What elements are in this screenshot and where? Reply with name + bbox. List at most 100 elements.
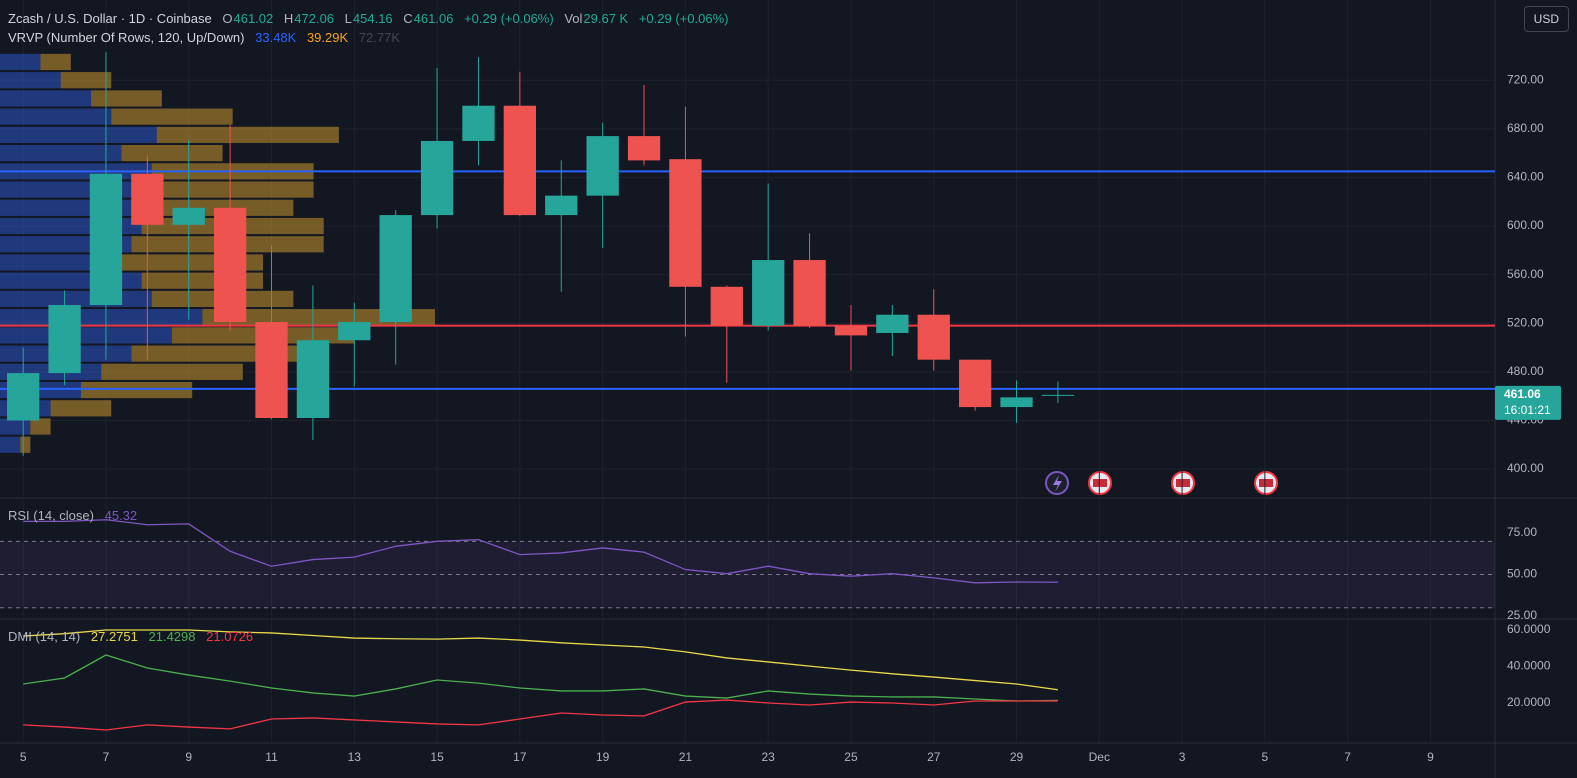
candle-body [296,340,330,419]
currency-button[interactable]: USD [1523,6,1569,32]
y-tick-label: 680.00 [1507,121,1544,135]
profile-up [0,436,21,453]
x-tick-label: 15 [430,750,444,764]
x-tick-label: Dec [1089,750,1110,764]
candle-body [710,286,743,326]
indicator-line [23,654,1058,702]
profile-up [0,327,172,344]
change: +0.29 (+0.06%) [638,11,729,26]
ohlc-label: C [403,11,413,26]
profile-down [30,418,51,435]
candle-body [462,105,495,141]
profile-up [0,53,41,71]
symbol-title[interactable]: Zcash / U.S. Dollar · 1D · Coinbase [8,11,212,26]
candle-body [752,260,785,326]
change: +0.29 (+0.06%) [464,11,554,26]
vrvp-total: 72.77K [358,30,400,45]
x-tick-label: 27 [927,750,941,764]
ohlc-value: 461.06 [413,11,454,26]
profile-up [0,108,112,125]
profile-down [80,381,193,399]
candle-body [1000,397,1033,408]
candle-body [48,305,81,374]
volume-label: Vol [564,11,583,26]
profile-down [101,363,243,380]
x-tick-label: 19 [596,750,610,764]
profile-up [0,309,203,326]
profile-up [0,90,92,107]
event-icon-glyph [1053,475,1062,492]
y-tick-label: 720.00 [1507,72,1544,86]
minus-di-value: 21.0726 [206,629,254,644]
price-label: 461.06 [1504,387,1541,401]
ohlc-value: 472.06 [294,11,335,26]
indicator-line [23,699,1058,731]
x-tick-label: 25 [844,750,858,764]
adx-value: 27.2751 [90,629,138,644]
rsi-title[interactable]: RSI (14, close) [8,508,94,523]
dmi-legend: DMI (14, 14) 27.2751 21.4298 21.0726 [8,629,254,644]
candle-body [89,173,123,306]
volume-value: 29.67 K [583,11,629,26]
profile-up [0,126,157,143]
ohlc-value: 461.02 [233,11,274,26]
candle-body [627,136,661,161]
profile-up [0,72,61,89]
ohlc-label: L [344,11,352,26]
event-icons [1045,471,1278,495]
y-tick-label: 560.00 [1507,267,1544,281]
candle-body [545,195,578,216]
ohlc-label: H [283,11,294,26]
candle-body [172,207,205,225]
x-tick-label: 21 [679,750,693,764]
event-icon-glyph [1093,479,1107,487]
plus-di-value: 21.4298 [148,629,196,644]
profile-up [0,254,112,271]
profile-down [156,126,339,143]
profile-down [141,181,314,198]
candle-body [7,373,40,421]
y-tick-label: 520.00 [1507,315,1544,329]
candle-body [420,140,454,216]
price-label-box [1495,385,1561,420]
profile-down [50,400,112,417]
dmi-title[interactable]: DMI (14, 14) [8,629,81,644]
profile-up [0,418,31,435]
profile-down [60,72,112,89]
candle-body [503,105,536,216]
candle-body [876,314,909,333]
candle-body [338,322,371,341]
x-tick-label: 11 [265,750,278,764]
x-tick-label: 17 [513,750,527,764]
x-tick-label: 5 [1262,750,1269,764]
y-tick-label: 20.0000 [1507,695,1551,709]
vrvp-title[interactable]: VRVP (Number Of Rows, 120, Up/Down) [8,30,245,45]
profile-up [0,144,122,162]
candle-body [1041,394,1075,396]
x-tick-label: 5 [20,750,27,764]
candle-body [586,136,619,196]
candle-body [213,207,247,323]
candle-body [255,322,288,419]
symbol-legend: Zcash / U.S. Dollar · 1D · Coinbase O461… [8,11,729,26]
x-tick-label: 9 [1427,750,1434,764]
y-tick-label: 640.00 [1507,170,1544,184]
event-icon-glyph [1259,479,1273,487]
rsi-legend: RSI (14, close) 45.32 [8,508,138,523]
x-tick-label: 29 [1010,750,1024,764]
candle-body [834,325,868,336]
x-tick-label: 13 [348,750,362,764]
indicator-line [23,519,1058,584]
x-tick-label: 7 [103,750,110,764]
x-tick-label: 23 [762,750,776,764]
x-tick-label: 3 [1179,750,1186,764]
y-tick-label: 40.0000 [1507,659,1551,673]
profile-down [91,90,162,107]
countdown-label: 16:01:21 [1504,403,1551,417]
profile-down [121,144,223,162]
vrvp-down: 39.29K [306,30,349,45]
profile-up [0,199,152,216]
vrvp-up: 33.48K [255,30,297,45]
candle-body [131,173,164,225]
